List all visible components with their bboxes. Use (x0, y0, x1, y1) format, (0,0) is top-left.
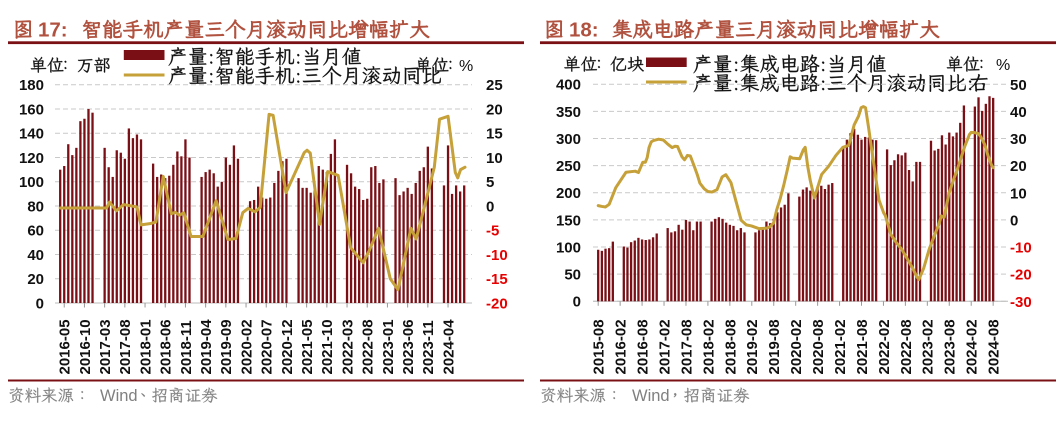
svg-text:5: 5 (486, 174, 494, 191)
svg-text:60: 60 (27, 223, 44, 240)
svg-text:Wind: Wind (100, 387, 138, 405)
svg-text:180: 180 (19, 77, 44, 94)
svg-text:2018-11: 2018-11 (178, 320, 195, 374)
svg-text:20: 20 (27, 271, 44, 288)
svg-text:2017-08: 2017-08 (117, 319, 134, 374)
svg-text:2024-08: 2024-08 (986, 319, 1003, 374)
svg-text:2019-09: 2019-09 (218, 319, 235, 374)
svg-text:2019-02: 2019-02 (744, 319, 761, 374)
svg-text:30: 30 (1010, 131, 1027, 148)
svg-text:400: 400 (556, 77, 581, 94)
svg-text:2017-02: 2017-02 (656, 319, 673, 374)
svg-text:2020-07: 2020-07 (259, 319, 276, 374)
svg-text:2023-02: 2023-02 (920, 319, 937, 374)
svg-text:2020-02: 2020-02 (788, 319, 805, 374)
svg-text:0: 0 (573, 294, 581, 311)
svg-text:2024-04: 2024-04 (440, 319, 457, 375)
svg-text:2018-08: 2018-08 (722, 319, 739, 374)
svg-text:-30: -30 (1010, 294, 1032, 311)
svg-text:2023-11: 2023-11 (420, 320, 437, 374)
svg-text:%: % (996, 57, 1010, 74)
svg-text:10: 10 (486, 150, 503, 167)
svg-text:18:: 18: (569, 19, 599, 42)
svg-text:2018-02: 2018-02 (700, 319, 717, 374)
svg-text:200: 200 (556, 185, 581, 202)
svg-text:Wind: Wind (632, 387, 670, 405)
svg-text:2021-08: 2021-08 (854, 319, 871, 374)
svg-text:20: 20 (1010, 158, 1027, 175)
svg-text:15: 15 (486, 126, 503, 143)
svg-text:-10: -10 (486, 247, 508, 264)
svg-text:150: 150 (556, 212, 581, 229)
svg-text:2023-08: 2023-08 (942, 319, 959, 374)
svg-text:2020-02: 2020-02 (238, 319, 255, 374)
svg-text:50: 50 (564, 267, 581, 284)
svg-text:2018-01: 2018-01 (137, 319, 154, 374)
svg-text:2016-05: 2016-05 (57, 319, 74, 374)
svg-text:2023-01: 2023-01 (380, 319, 397, 374)
svg-text:2019-04: 2019-04 (198, 319, 215, 375)
svg-text:-20: -20 (486, 295, 508, 312)
svg-text:2020-08: 2020-08 (810, 319, 827, 374)
svg-text:2017-08: 2017-08 (678, 319, 695, 374)
svg-text:2024-02: 2024-02 (964, 319, 981, 374)
svg-text:100: 100 (19, 174, 44, 191)
svg-text:20: 20 (486, 101, 503, 118)
svg-text:-20: -20 (1010, 267, 1032, 284)
svg-text:40: 40 (27, 247, 44, 264)
svg-text:140: 140 (19, 126, 44, 143)
svg-text:0: 0 (1010, 212, 1018, 229)
svg-text:-5: -5 (486, 223, 499, 240)
svg-text:2016-08: 2016-08 (634, 319, 651, 374)
svg-text:300: 300 (556, 131, 581, 148)
svg-text:2015-08: 2015-08 (591, 319, 608, 374)
svg-text:100: 100 (556, 239, 581, 256)
svg-text:%: % (459, 58, 473, 75)
svg-text:2020-12: 2020-12 (279, 319, 296, 374)
svg-text:2018-06: 2018-06 (158, 319, 175, 374)
svg-text:10: 10 (1010, 185, 1027, 202)
svg-text:2021-10: 2021-10 (319, 319, 336, 374)
svg-text:2022-02: 2022-02 (876, 319, 893, 374)
svg-text:350: 350 (556, 104, 581, 121)
svg-text:2022-03: 2022-03 (339, 319, 356, 374)
svg-text:160: 160 (19, 101, 44, 118)
svg-text:0: 0 (36, 295, 44, 312)
svg-text:250: 250 (556, 158, 581, 175)
svg-text:-15: -15 (486, 271, 508, 288)
svg-text:25: 25 (486, 77, 503, 94)
svg-text:17:: 17: (38, 19, 68, 42)
svg-text:2016-02: 2016-02 (613, 319, 630, 374)
svg-text:120: 120 (19, 150, 44, 167)
svg-text:0: 0 (486, 198, 494, 215)
svg-text:2019-08: 2019-08 (766, 319, 783, 374)
svg-text:-10: -10 (1010, 240, 1032, 257)
svg-text:2022-08: 2022-08 (360, 319, 377, 374)
svg-text:80: 80 (27, 198, 44, 215)
svg-text:2016-10: 2016-10 (77, 319, 94, 374)
svg-text:2017-03: 2017-03 (97, 319, 114, 374)
svg-text:2023-06: 2023-06 (400, 319, 417, 374)
svg-text:2021-05: 2021-05 (299, 319, 316, 374)
svg-text:40: 40 (1010, 104, 1027, 121)
svg-text:2021-02: 2021-02 (832, 319, 849, 374)
svg-text:2022-08: 2022-08 (898, 319, 915, 374)
svg-text:50: 50 (1010, 77, 1027, 94)
